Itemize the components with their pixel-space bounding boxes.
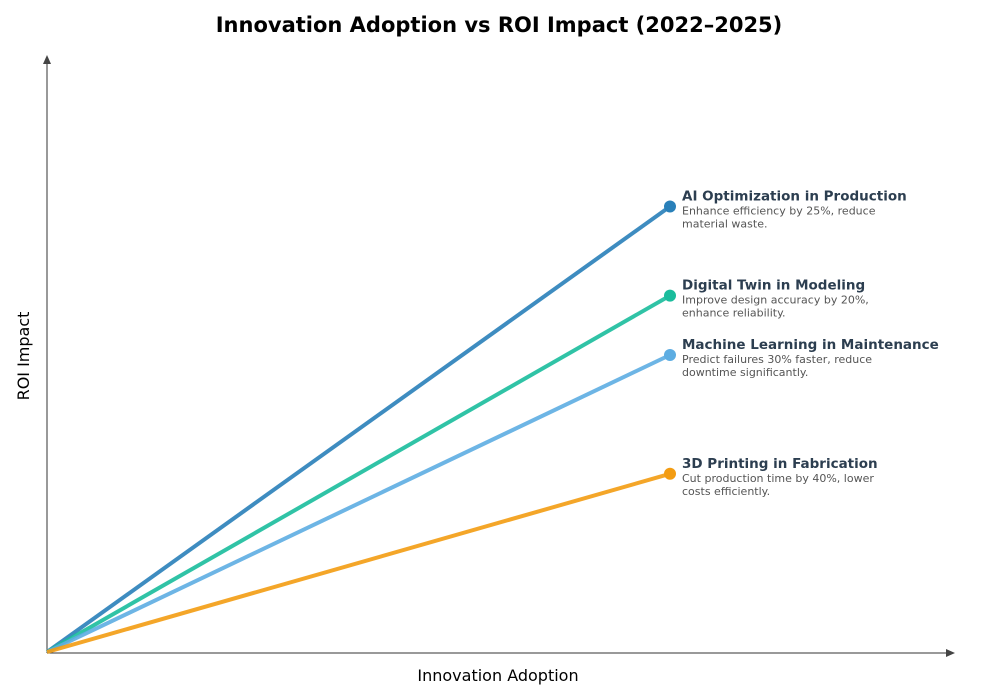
x-axis-label: Innovation Adoption	[417, 666, 578, 685]
series-point-machine-learning-in-maintenance	[664, 349, 676, 361]
series-description-ai-optimization-in-production: Enhance efficiency by 25%, reduce	[682, 205, 876, 218]
y-axis-arrow-icon	[43, 55, 51, 64]
x-axis-arrow-icon	[946, 649, 955, 657]
series-description-machine-learning-in-maintenance: Predict failures 30% faster, reduce	[682, 353, 872, 366]
series-point-ai-optimization-in-production	[664, 200, 676, 213]
series-description-ai-optimization-in-production: material waste.	[682, 218, 767, 231]
series-line-ai-optimization-in-production	[45, 204, 672, 654]
series-line-3d-printing-in-fabrication	[46, 471, 671, 654]
series-label-ai-optimization-in-production: AI Optimization in Production	[682, 189, 907, 205]
series-description-3d-printing-in-fabrication: costs efficiently.	[682, 485, 770, 498]
series-point-3d-printing-in-fabrication	[664, 467, 676, 480]
series-description-digital-twin-in-modeling: enhance reliability.	[682, 307, 786, 320]
series-description-3d-printing-in-fabrication: Cut production time by 40%, lower	[682, 472, 874, 485]
series-point-digital-twin-in-modeling	[664, 289, 676, 302]
y-axis-label: ROI Impact	[14, 312, 33, 401]
series-label-machine-learning-in-maintenance: Machine Learning in Maintenance	[682, 337, 939, 353]
series-line-digital-twin-in-modeling	[46, 293, 671, 654]
chart-title: Innovation Adoption vs ROI Impact (2022–…	[216, 13, 783, 37]
series-line-machine-learning-in-maintenance	[46, 353, 671, 654]
series-description-digital-twin-in-modeling: Improve design accuracy by 20%,	[682, 294, 869, 307]
series-description-machine-learning-in-maintenance: downtime significantly.	[682, 366, 808, 379]
series-label-digital-twin-in-modeling: Digital Twin in Modeling	[682, 278, 865, 294]
series-label-3d-printing-in-fabrication: 3D Printing in Fabrication	[682, 456, 878, 472]
